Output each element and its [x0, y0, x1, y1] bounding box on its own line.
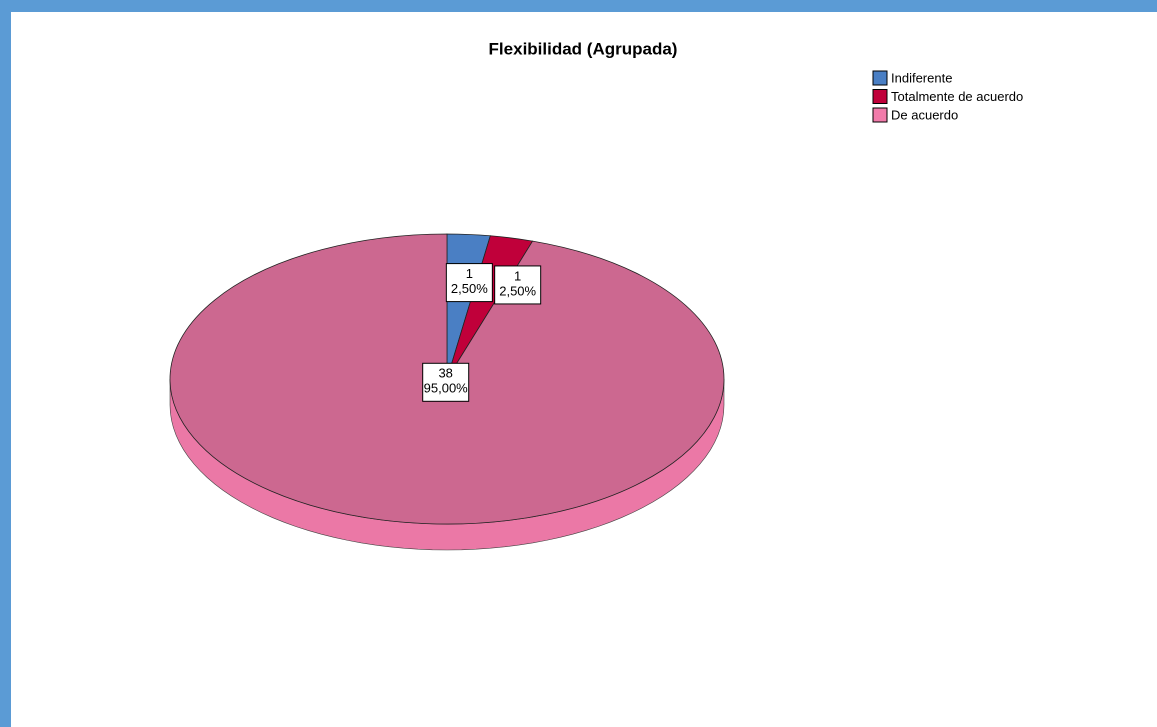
data-label-box	[422, 362, 470, 402]
chart-title: Flexibilidad (Agrupada)	[489, 39, 678, 58]
frame-left	[0, 0, 11, 727]
frame-top	[0, 0, 1157, 12]
data-label-box	[494, 265, 542, 305]
legend-label: De acuerdo	[891, 107, 958, 122]
data-label: 12,50%	[494, 265, 542, 305]
data-label-count: 1	[514, 268, 521, 283]
data-label-count: 38	[438, 366, 452, 381]
data-label-percent: 2,50%	[451, 281, 488, 296]
legend-swatch	[872, 70, 888, 86]
legend-label: Totalmente de acuerdo	[891, 89, 1023, 104]
data-label: 12,50%	[445, 263, 493, 303]
legend-swatch	[872, 107, 888, 123]
legend-swatch	[872, 89, 888, 104]
data-label-percent: 95,00%	[424, 381, 469, 396]
data-label-percent: 2,50%	[499, 283, 536, 298]
data-label-count: 1	[466, 266, 473, 281]
legend-label: Indiferente	[891, 70, 952, 85]
data-label-box	[445, 263, 493, 303]
